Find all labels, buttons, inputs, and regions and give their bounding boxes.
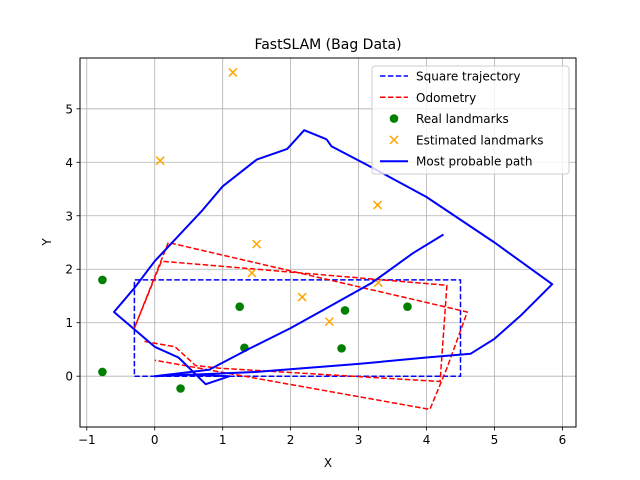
x-tick-label: 4 [423,433,431,447]
legend-estimated-landmarks-label: Estimated landmarks [416,133,544,147]
real-landmarks-point [341,306,350,315]
x-tick-label: 5 [491,433,499,447]
x-tick-label: 6 [559,433,567,447]
legend-real-landmarks-swatch [390,114,399,123]
y-tick-label: 1 [65,316,73,330]
y-tick-label: 2 [65,263,73,277]
legend: Square trajectory Odometry Real landmarks E… [372,66,569,174]
real-landmarks-point [403,302,412,311]
legend-most-probable-path-label: Most probable path [416,155,533,169]
real-landmarks-point [337,344,346,353]
x-tick-label: 1 [219,433,227,447]
x-tick-label: −1 [78,433,96,447]
x-axis-label: X [324,456,332,470]
real-landmarks-point [176,384,185,393]
y-tick-label: 4 [65,156,73,170]
legend-odometry-label: Odometry [416,91,476,105]
real-landmarks-point [98,276,107,285]
x-tick-label: 0 [151,433,159,447]
legend-real-landmarks-label: Real landmarks [416,112,509,126]
y-tick-label: 0 [65,370,73,384]
real-landmarks-point [98,368,107,377]
y-axis-label: Y [40,238,54,247]
y-tick-label: 3 [65,209,73,223]
x-tick-label: 3 [355,433,363,447]
chart-title: FastSLAM (Bag Data) [254,37,401,53]
x-tick-label: 2 [287,433,295,447]
legend-square-trajectory-label: Square trajectory [416,70,520,84]
y-tick-label: 5 [65,102,73,116]
real-landmarks-point [235,302,244,311]
